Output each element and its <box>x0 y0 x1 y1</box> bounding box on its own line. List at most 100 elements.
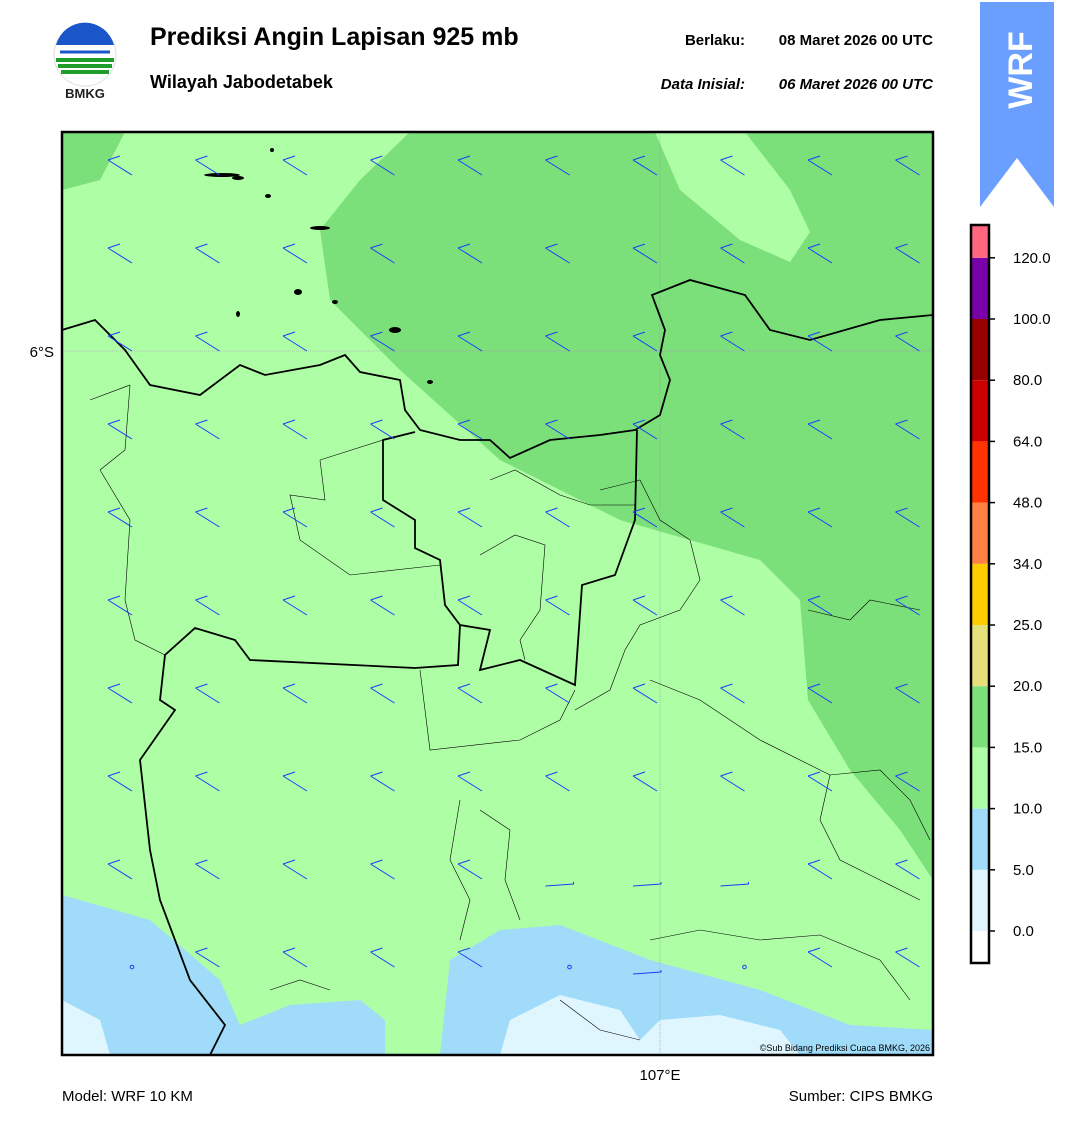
valid-value: 08 Maret 2026 00 UTC <box>779 32 933 49</box>
colorbar-segment <box>971 257 989 319</box>
wind-barb <box>282 507 308 528</box>
colorbar-segment <box>971 931 989 963</box>
wind-barb <box>195 859 220 880</box>
wind-barb <box>807 771 833 792</box>
wind-barb <box>807 243 833 264</box>
calm-mark <box>567 964 572 970</box>
colorbar-label: 5.0 <box>1013 862 1034 879</box>
wind-barb <box>370 507 395 528</box>
colorbar-label: 34.0 <box>1013 556 1042 573</box>
wind-barb <box>895 243 920 264</box>
lon-label: 107°E <box>639 1067 680 1084</box>
wind-barb <box>107 155 133 176</box>
wind-barb <box>720 771 745 792</box>
colorbar-segment <box>971 625 989 687</box>
wind-barb <box>457 947 483 968</box>
wind-barb <box>895 419 920 440</box>
footer-model: Model: WRF 10 KM <box>62 1088 193 1105</box>
wind-barb <box>457 331 483 352</box>
wind-barb <box>282 683 308 704</box>
wind-barb <box>720 882 749 887</box>
wind-barb <box>370 771 395 792</box>
valid-label: Berlaku: <box>685 32 745 49</box>
wind-barb <box>107 771 133 792</box>
credit: ©Sub Bidang Prediksi Cuaca BMKG, 2026 <box>760 1043 930 1053</box>
wind-barb <box>895 155 920 176</box>
wind-barb <box>632 683 658 704</box>
wind-barb <box>545 507 570 528</box>
wind-barb <box>807 683 833 704</box>
map-frame <box>60 130 935 1057</box>
init-value: 06 Maret 2026 00 UTC <box>779 76 934 93</box>
colorbar-segment <box>971 686 989 748</box>
wind-barb <box>632 331 658 352</box>
wind-barb <box>545 155 570 176</box>
wind-barb <box>720 419 745 440</box>
wind-barb <box>107 683 133 704</box>
wind-barb <box>545 771 570 792</box>
wind-barb <box>282 243 308 264</box>
wind-barb <box>807 859 833 880</box>
footer-source: Sumber: CIPS BMKG <box>789 1088 933 1105</box>
wind-barb <box>195 507 220 528</box>
wind-barb <box>370 331 395 352</box>
wind-barb <box>632 595 658 616</box>
wind-barb <box>545 882 574 887</box>
wind-barb <box>457 243 483 264</box>
calm-mark <box>742 964 747 970</box>
wind-barb <box>632 507 658 528</box>
wind-barb <box>370 595 395 616</box>
wind-barb <box>632 155 658 176</box>
wind-barb <box>195 683 220 704</box>
map-area: ©Sub Bidang Prediksi Cuaca BMKG, 2026 <box>62 132 933 1055</box>
colorbar-label: 10.0 <box>1013 801 1042 818</box>
wind-barb <box>195 331 220 352</box>
colorbar-label: 120.0 <box>1013 250 1051 267</box>
wind-barb <box>720 155 745 176</box>
colorbar: 0.0 5.0 10.0 15.0 20.0 25.0 34.0 48.0 64.0 80.0 10… <box>969 223 1051 965</box>
wind-barb <box>457 771 483 792</box>
wind-barb <box>895 771 920 792</box>
wind-barb <box>195 595 220 616</box>
wind-barb <box>457 859 483 880</box>
colorbar-segment <box>971 869 989 931</box>
wind-barb <box>720 331 745 352</box>
wind-barb <box>195 243 220 264</box>
wind-barb <box>545 331 570 352</box>
wind-barb <box>282 947 308 968</box>
colorbar-segment <box>971 563 989 625</box>
wind-barb <box>720 683 745 704</box>
colorbar-segment <box>971 441 989 503</box>
wind-barb <box>895 507 920 528</box>
wind-barb <box>720 595 745 616</box>
colorbar-segment <box>971 319 989 381</box>
wind-barb <box>807 947 833 968</box>
colorbar-segment <box>971 380 989 442</box>
wind-barb <box>895 947 920 968</box>
wind-barb <box>545 243 570 264</box>
wind-barb <box>545 419 570 440</box>
wind-barb <box>807 331 833 352</box>
logo-text: BMKG <box>65 86 105 101</box>
wind-barb <box>370 683 395 704</box>
wind-barb <box>370 419 395 440</box>
wind-barb <box>107 507 133 528</box>
wind-barb <box>457 507 483 528</box>
wind-barb <box>807 595 833 616</box>
wind-barb <box>107 331 133 352</box>
colorbar-label: 48.0 <box>1013 495 1042 512</box>
wind-barb <box>895 859 920 880</box>
wind-barb <box>282 859 308 880</box>
wind-barb <box>107 243 133 264</box>
wind-barb <box>195 947 220 968</box>
wind-barb <box>720 243 745 264</box>
colorbar-segment <box>971 502 989 564</box>
wind-barb <box>457 155 483 176</box>
badge-text: WRF <box>1002 31 1040 108</box>
colorbar-label: 15.0 <box>1013 739 1042 756</box>
wind-barb <box>457 595 483 616</box>
wind-barb <box>632 419 658 440</box>
wind-barb <box>195 419 220 440</box>
